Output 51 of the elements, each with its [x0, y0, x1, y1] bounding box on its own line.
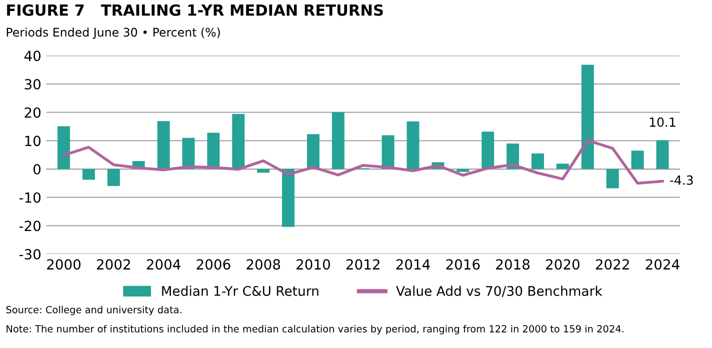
bar: [282, 169, 295, 227]
bar: [406, 121, 420, 170]
bar: [332, 112, 344, 170]
bar: [107, 169, 120, 186]
bar: [656, 140, 669, 170]
y-tick-label: 40: [24, 50, 40, 62]
x-tick-label: 2010: [296, 259, 330, 270]
line-series: [62, 139, 664, 185]
bar: [306, 134, 320, 170]
x-tick-label: 2024: [646, 259, 680, 270]
y-tick-label: 20: [24, 107, 40, 118]
bar: [182, 138, 195, 170]
bar: [556, 164, 569, 170]
x-tick-label: 2012: [346, 259, 380, 270]
x-tick-label: 2018: [496, 259, 530, 270]
bar: [157, 121, 170, 170]
bar: [382, 135, 394, 170]
bar: [82, 169, 95, 180]
x-tick-label: 2016: [446, 259, 480, 270]
y-tick-label: -10: [19, 192, 40, 203]
text: Note: The number of institutions included in the median calculation varies by period, ranging from 122 in 2000 to 159 in 2024.: [6, 324, 624, 334]
y-tick-label: -20: [19, 220, 40, 232]
chart-subtitle: Periods Ended June 30 • Percent (%): [6, 28, 220, 39]
bar: [207, 132, 220, 170]
bar: [456, 169, 470, 172]
bar: [581, 64, 594, 170]
legend-label: Median 1-Yr C&U Return: [162, 286, 318, 296]
bar: [532, 153, 544, 170]
bar: [257, 169, 270, 173]
data-label: -4.3: [670, 175, 693, 185]
x-tick-label: 2008: [246, 259, 280, 270]
y-tick-label: 0: [34, 164, 40, 175]
chart-title: FIGURE 7 TRAILING 1-YR MEDIAN RETURNS: [7, 4, 383, 16]
x-tick-label: 2014: [396, 259, 430, 270]
x-tick-label: 2000: [47, 259, 80, 270]
x-tick-label: 2002: [96, 259, 130, 270]
bar: [606, 169, 619, 188]
legend-label: Value Add vs 70/30 Benchmark: [396, 286, 602, 297]
y-tick-label: 10: [25, 136, 40, 146]
x-tick-label: 2022: [596, 259, 629, 270]
bar: [58, 126, 70, 170]
bar: [232, 114, 245, 170]
bar: [631, 150, 644, 170]
y-tick-label: 30: [24, 78, 40, 90]
data-label: 10.1: [650, 117, 676, 127]
x-tick-label: 2006: [196, 259, 230, 270]
y-tick-label: -30: [19, 249, 40, 260]
x-tick-label: 2004: [146, 259, 180, 270]
x-tick-label: 2020: [546, 259, 580, 270]
bar: [482, 132, 494, 170]
source-note: Source: College and university data.: [6, 306, 182, 316]
